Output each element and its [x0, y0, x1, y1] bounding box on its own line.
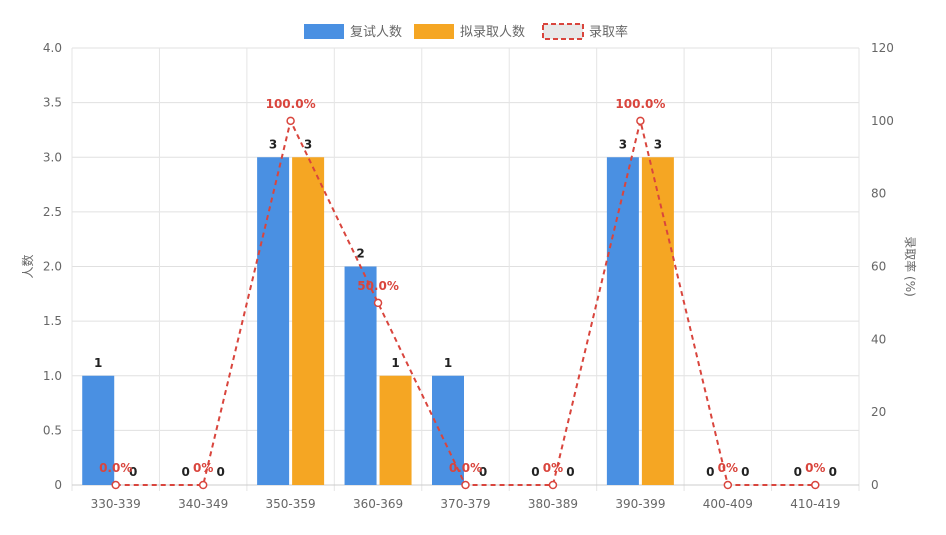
bar [432, 375, 464, 485]
bar-value-label: 0 [741, 465, 749, 479]
rate-point [198, 480, 208, 490]
x-tick-label: 350-359 [266, 497, 316, 511]
bar-value-label: 0 [794, 465, 802, 479]
bar-value-label: 0 [531, 465, 539, 479]
legend-label: 复试人数 [350, 25, 402, 40]
bar [344, 266, 377, 485]
rate-value-label: 0.0% [449, 461, 482, 475]
rate-point [723, 480, 733, 490]
bar [379, 375, 412, 485]
legend-swatch [542, 23, 584, 40]
bar [641, 157, 674, 485]
rate-value-label: 50.0% [357, 279, 399, 293]
x-tick-label: 390-399 [615, 497, 665, 511]
rate-point [811, 480, 820, 490]
x-tick-label: 400-409 [703, 497, 753, 511]
y-left-tick-label: 3.0 [43, 150, 62, 164]
y-left-tick-label: 1.0 [43, 369, 62, 383]
bar [292, 157, 325, 485]
bar [606, 157, 639, 485]
rate-value-label: 0% [543, 461, 563, 475]
bar-value-label: 0 [566, 465, 574, 479]
bar-value-label: 3 [269, 137, 277, 151]
y-left-axis-title: 人数 [20, 254, 35, 278]
rate-value-label: 100.0% [615, 97, 665, 111]
legend-label: 录取率 [589, 24, 628, 40]
rate-value-label: 0% [805, 461, 825, 475]
bar-value-label: 1 [94, 356, 102, 370]
y-right-tick-label: 120 [871, 41, 894, 55]
y-right-tick-label: 80 [871, 187, 886, 201]
y-left-tick-label: 2.5 [43, 205, 62, 219]
y-right-axis-title: 录取率 (%) [903, 236, 918, 297]
y-right-tick-label: 60 [871, 260, 886, 274]
y-right-tick-label: 100 [871, 114, 894, 128]
bar-value-label: 0 [829, 465, 837, 479]
y-left-tick-label: 0 [54, 478, 62, 492]
rate-value-label: 0% [193, 461, 213, 475]
bar [257, 157, 290, 485]
rate-point [461, 480, 470, 490]
y-right-tick-label: 20 [871, 405, 886, 419]
rate-value-label: 0.0% [99, 461, 132, 475]
rate-point [636, 116, 645, 126]
bar-value-label: 0 [479, 465, 487, 479]
bar-value-label: 3 [304, 137, 312, 151]
x-tick-label: 370-379 [440, 497, 490, 511]
bar-value-label: 3 [619, 137, 627, 151]
x-tick-label: 380-389 [528, 497, 578, 511]
rate-point [548, 480, 558, 490]
bar-value-label: 0 [129, 465, 137, 479]
bar-value-label: 1 [444, 356, 452, 370]
y-left-tick-label: 4.0 [43, 41, 62, 55]
legend-swatch [304, 24, 344, 39]
x-tick-label: 330-339 [91, 497, 141, 511]
rate-point [373, 298, 383, 308]
legend-label: 拟录取人数 [460, 25, 525, 40]
rate-value-label: 100.0% [266, 97, 316, 111]
bar-value-label: 1 [391, 356, 399, 370]
bar-value-label: 0 [181, 465, 189, 479]
x-tick-label: 410-419 [790, 497, 840, 511]
y-left-tick-label: 0.5 [43, 423, 62, 437]
bar [82, 375, 115, 485]
rate-point [111, 480, 120, 490]
bar-value-label: 3 [654, 137, 662, 151]
bar-value-label: 2 [356, 247, 364, 261]
bar-value-label: 0 [706, 465, 714, 479]
legend-swatch [414, 24, 454, 39]
y-left-tick-label: 3.5 [43, 96, 62, 110]
x-tick-label: 360-369 [353, 497, 403, 511]
y-left-tick-label: 2.0 [43, 260, 62, 274]
rate-value-label: 0% [718, 461, 738, 475]
rate-point [286, 116, 295, 126]
y-right-tick-label: 40 [871, 332, 886, 346]
bar-value-label: 0 [216, 465, 224, 479]
y-right-tick-label: 0 [871, 478, 879, 492]
x-tick-label: 340-349 [178, 497, 228, 511]
y-left-tick-label: 1.5 [43, 314, 62, 328]
